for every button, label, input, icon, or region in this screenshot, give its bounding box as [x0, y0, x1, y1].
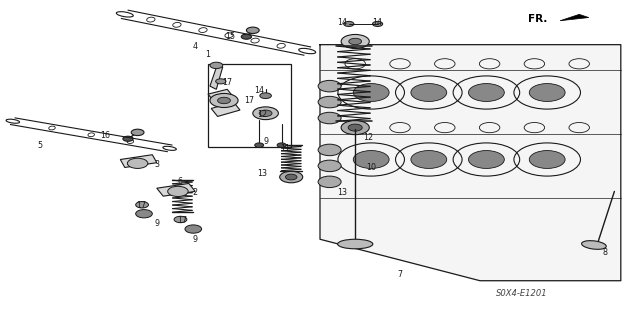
- Text: 13: 13: [337, 189, 348, 197]
- Text: 5: 5: [37, 141, 42, 150]
- Text: 3: 3: [154, 160, 159, 169]
- Circle shape: [318, 112, 341, 124]
- Text: 14: 14: [372, 18, 383, 27]
- Circle shape: [136, 210, 152, 218]
- Text: S0X4-E1201: S0X4-E1201: [496, 289, 547, 298]
- Circle shape: [318, 176, 341, 188]
- Text: 14: 14: [254, 86, 264, 95]
- Circle shape: [280, 171, 303, 183]
- Circle shape: [216, 79, 226, 84]
- Polygon shape: [208, 89, 234, 102]
- Text: 14: 14: [337, 18, 348, 27]
- Circle shape: [341, 34, 369, 48]
- Circle shape: [372, 21, 383, 26]
- Text: 17: 17: [222, 78, 232, 87]
- Text: 15: 15: [225, 32, 236, 41]
- Text: 17: 17: [177, 216, 188, 225]
- Text: 10: 10: [366, 163, 376, 172]
- Circle shape: [353, 151, 389, 168]
- Circle shape: [255, 143, 264, 147]
- Polygon shape: [560, 14, 589, 21]
- Text: 7: 7: [397, 270, 403, 279]
- Circle shape: [344, 21, 354, 26]
- Text: 1: 1: [205, 50, 211, 59]
- Circle shape: [218, 97, 230, 104]
- Text: 4: 4: [193, 42, 198, 51]
- Circle shape: [468, 84, 504, 101]
- Circle shape: [210, 62, 223, 69]
- Circle shape: [241, 34, 252, 39]
- Text: 13: 13: [257, 169, 268, 178]
- Circle shape: [411, 84, 447, 101]
- Text: 8: 8: [602, 248, 607, 256]
- Polygon shape: [120, 155, 157, 167]
- Circle shape: [318, 160, 341, 172]
- Circle shape: [260, 93, 271, 99]
- Polygon shape: [210, 64, 223, 89]
- Text: 17: 17: [244, 96, 255, 105]
- Polygon shape: [320, 45, 621, 281]
- Polygon shape: [211, 102, 240, 116]
- Circle shape: [277, 143, 286, 147]
- Text: 9: 9: [193, 235, 198, 244]
- Circle shape: [253, 107, 278, 120]
- Ellipse shape: [582, 241, 606, 249]
- Circle shape: [341, 121, 369, 135]
- Text: 2: 2: [193, 189, 198, 197]
- Text: 12: 12: [257, 110, 268, 119]
- Circle shape: [131, 129, 144, 136]
- Circle shape: [529, 151, 565, 168]
- Circle shape: [259, 110, 272, 116]
- Circle shape: [123, 136, 133, 141]
- Text: 11: 11: [280, 144, 290, 153]
- Circle shape: [348, 124, 362, 131]
- Circle shape: [353, 84, 389, 101]
- Circle shape: [318, 144, 341, 156]
- Circle shape: [318, 80, 341, 92]
- Text: 9: 9: [154, 219, 159, 228]
- Circle shape: [318, 96, 341, 108]
- Circle shape: [127, 158, 148, 168]
- Text: 16: 16: [100, 131, 111, 140]
- Circle shape: [411, 151, 447, 168]
- Text: 9: 9: [263, 137, 268, 146]
- Circle shape: [529, 84, 565, 101]
- Circle shape: [210, 93, 238, 108]
- Text: FR.: FR.: [528, 14, 547, 24]
- Circle shape: [185, 225, 202, 233]
- Ellipse shape: [338, 239, 373, 249]
- Circle shape: [168, 186, 188, 197]
- Bar: [208, 64, 291, 147]
- Text: 6: 6: [178, 177, 183, 186]
- Circle shape: [349, 38, 362, 45]
- Circle shape: [174, 216, 187, 223]
- Polygon shape: [157, 183, 195, 196]
- Circle shape: [285, 174, 297, 180]
- Circle shape: [468, 151, 504, 168]
- Text: 12: 12: [363, 133, 373, 142]
- Text: 17: 17: [136, 201, 146, 210]
- Circle shape: [136, 202, 148, 208]
- Circle shape: [246, 27, 259, 33]
